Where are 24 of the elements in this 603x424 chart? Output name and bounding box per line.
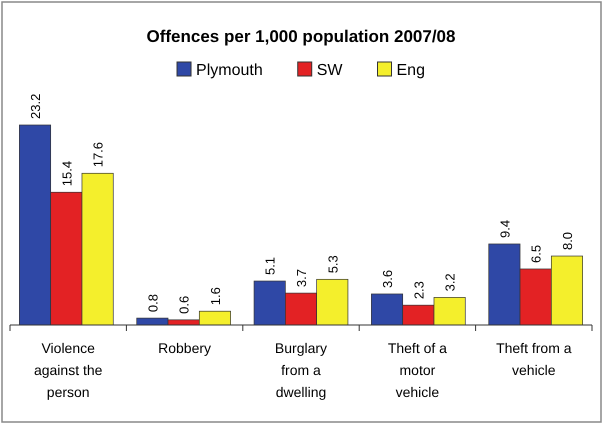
x-tick-label: Robbery bbox=[158, 340, 212, 356]
data-label: 5.1 bbox=[262, 256, 278, 276]
data-label: 3.2 bbox=[442, 273, 458, 292]
data-label: 6.5 bbox=[528, 244, 544, 263]
data-label: 2.3 bbox=[411, 281, 426, 300]
data-label: 17.6 bbox=[90, 142, 106, 168]
data-label: 3.6 bbox=[380, 270, 396, 288]
data-label: 15.4 bbox=[59, 160, 74, 186]
x-tick-label: Theft of a motor vehicle bbox=[388, 340, 448, 400]
data-label: 0.6 bbox=[176, 296, 192, 314]
data-label: 1.6 bbox=[208, 287, 223, 306]
data-label: 3.7 bbox=[294, 269, 309, 288]
data-label: 9.4 bbox=[497, 220, 512, 238]
data-label: 5.3 bbox=[325, 255, 340, 274]
legend-label: Eng bbox=[396, 62, 425, 79]
data-label: 8.0 bbox=[560, 232, 575, 250]
x-tick-label: Theft from a vehicle bbox=[496, 340, 572, 378]
legend-label: Plymouth bbox=[196, 62, 263, 79]
x-tick-label: Burglary from a dwelling bbox=[274, 340, 328, 400]
chart-title: Offences per 1,000 population 2007/08 bbox=[146, 27, 456, 46]
x-tick-label: Violence against the person bbox=[34, 340, 103, 400]
legend-label: SW bbox=[316, 62, 344, 79]
data-label: 23.2 bbox=[28, 94, 44, 119]
data-label: 0.8 bbox=[145, 294, 160, 312]
